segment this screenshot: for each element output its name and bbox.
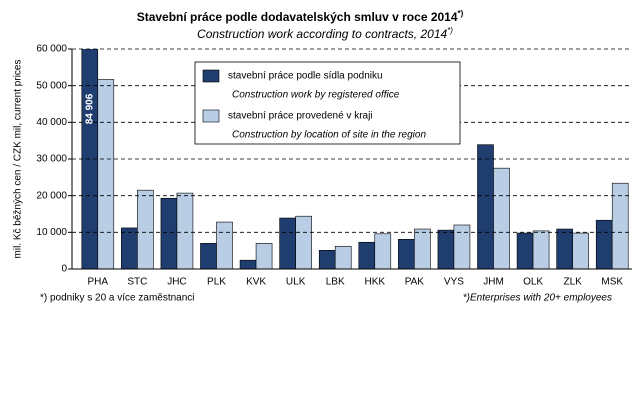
legend-label: stavební práce podle sídla podniku: [228, 71, 383, 82]
bar: [516, 232, 534, 269]
bar: [255, 243, 273, 269]
x-tick-label: JHC: [167, 277, 186, 288]
bar: [477, 144, 494, 269]
bar: [572, 232, 589, 269]
bar: [437, 229, 455, 269]
x-tick-label: PHA: [88, 277, 109, 288]
chart-title: Stavební práce podle dodavatelských smlu…: [137, 9, 464, 24]
subtitle-note: *): [447, 26, 453, 35]
y-axis-label: mil. Kč běžných cen / CZK mil, current p…: [13, 60, 24, 259]
subtitle-text: Construction work according to contracts…: [197, 27, 447, 41]
bar: [160, 197, 178, 269]
bar: [137, 189, 154, 269]
x-tick-label: HKK: [365, 277, 386, 288]
bar: [532, 230, 550, 269]
bar: [414, 228, 431, 269]
bar: [97, 79, 115, 269]
title-note: *): [458, 9, 464, 18]
bar: [200, 243, 217, 269]
x-tick-label: PLK: [207, 277, 226, 288]
y-tick-label: 10 000: [36, 227, 67, 238]
legend-label: stavební práce provedené v kraji: [228, 111, 373, 122]
bar: [279, 217, 296, 269]
x-tick-label: ULK: [286, 277, 306, 288]
bar: [318, 250, 336, 269]
y-tick-label: 20 000: [36, 190, 67, 201]
x-tick-label: STC: [127, 277, 147, 288]
bar: [81, 49, 99, 269]
y-tick-label: 60 000: [36, 44, 67, 55]
bar: [121, 227, 138, 269]
bar: [334, 245, 352, 269]
legend-swatch: [202, 69, 220, 83]
y-tick-label: 0: [61, 264, 67, 275]
bar: [493, 167, 510, 269]
x-tick-label: PAK: [405, 277, 425, 288]
y-tick-label: 40 000: [36, 117, 67, 128]
x-tick-label: JHM: [483, 277, 504, 288]
footnote-right: *)Enterprises with 20+ employees: [463, 293, 612, 304]
x-tick-label: VYS: [444, 277, 464, 288]
value-label: 84 906: [84, 93, 95, 124]
legend-label-en: Construction work by registered office: [232, 90, 400, 101]
bar: [176, 192, 194, 269]
bar: [216, 221, 233, 269]
x-tick-label: OLK: [523, 277, 543, 288]
footnote-left: *) podniky s 20 a více zaměstnanci: [40, 293, 195, 304]
legend-swatch: [202, 109, 220, 123]
y-tick-label: 30 000: [36, 154, 67, 165]
bar: [239, 259, 257, 269]
bar: [595, 219, 613, 269]
bar: [374, 233, 392, 269]
title-text: Stavební práce podle dodavatelských smlu…: [137, 10, 458, 24]
x-tick-label: MSK: [601, 277, 623, 288]
bar: [611, 182, 629, 269]
legend-label-en: Construction by location of site in the …: [232, 130, 426, 141]
legend-box: [194, 61, 461, 145]
bar: [295, 215, 312, 269]
x-tick-label: KVK: [246, 277, 266, 288]
bar: [398, 239, 415, 269]
bar: [453, 224, 471, 269]
bar: [358, 241, 376, 269]
x-tick-label: ZLK: [563, 277, 582, 288]
y-tick-label: 50 000: [36, 80, 67, 91]
x-tick-label: LBK: [326, 277, 345, 288]
chart-subtitle: Construction work according to contracts…: [197, 26, 453, 41]
bar: [556, 228, 573, 269]
